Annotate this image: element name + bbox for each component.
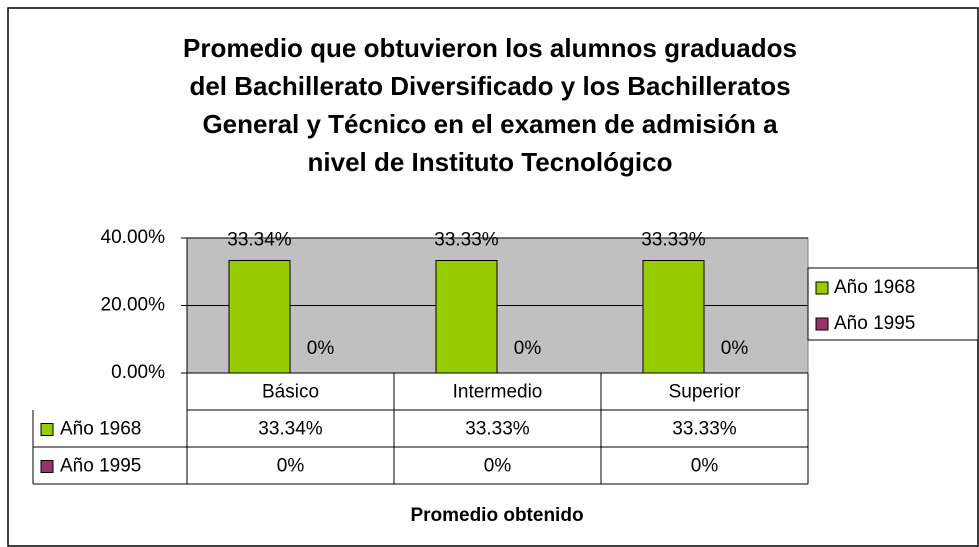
table-cell: 0% [277,456,305,477]
x-tick-label: Superior [669,382,741,403]
table-cell: 0% [484,456,512,477]
chart-title: General y Técnico en el examen de admisi… [202,109,778,139]
legend-box [807,267,979,341]
table-series-name: Año 1968 [60,419,141,440]
y-tick-label: 0.00% [111,362,165,383]
table-cell: 0% [691,456,719,477]
value-label: 33.33% [641,230,706,251]
chart-title: nivel de Instituto Tecnológico [308,147,673,177]
value-label: 0% [721,338,749,359]
legend-label: Año 1968 [834,277,915,298]
table-legend-key [40,460,54,473]
x-tick-label: Intermedio [453,382,543,403]
chart-title: del Bachillerato Diversificado y los Bac… [189,71,790,101]
y-tick-label: 20.00% [101,295,166,316]
value-label: 33.34% [227,229,292,250]
value-label: 0% [514,338,542,359]
legend-key [815,281,829,295]
value-label: 0% [307,338,335,359]
legend-label: Año 1995 [834,313,915,334]
x-tick-label: Básico [262,382,319,403]
bar [228,259,291,374]
table-series-name: Año 1995 [60,456,141,477]
legend-key [815,317,829,331]
x-axis-title: Promedio obtenido [410,505,583,526]
chart-title: Promedio que obtuvieron los alumnos grad… [183,33,797,63]
table-legend-key [40,423,54,436]
value-label: 33.33% [434,230,499,251]
y-tick-label: 40.00% [101,227,166,248]
table-cell: 33.33% [465,419,530,440]
table-cell: 33.34% [258,419,323,440]
bar [642,260,705,374]
table-cell: 33.33% [672,419,737,440]
bar [435,260,498,374]
